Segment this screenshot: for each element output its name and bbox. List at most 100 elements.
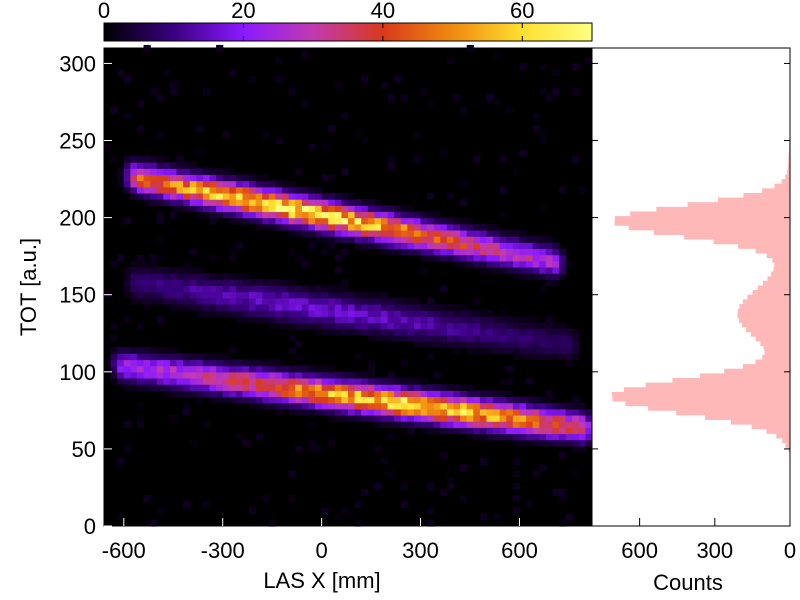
- histogram-bar: [742, 364, 790, 370]
- heatmap-cell: [117, 365, 125, 373]
- heatmap-cell: [348, 236, 356, 243]
- heatmap-cell: [328, 125, 336, 132]
- heatmap-cell: [123, 266, 131, 274]
- heatmap-cell: [400, 217, 408, 225]
- heatmap-cell: [532, 353, 540, 361]
- heatmap-cell: [242, 396, 250, 404]
- heatmap-cell: [301, 260, 310, 268]
- heatmap-cell: [169, 180, 178, 188]
- heatmap-cell: [334, 396, 342, 404]
- heatmap-cell: [288, 199, 296, 206]
- heatmap-cell: [493, 100, 501, 108]
- heatmap-cell: [499, 427, 507, 435]
- heatmap-cell: [512, 254, 521, 262]
- heatmap-cell: [209, 353, 217, 361]
- heatmap-cell: [506, 427, 514, 435]
- heatmap-cell: [130, 155, 138, 163]
- heatmap-cell: [460, 334, 468, 342]
- heatmap-cell: [519, 273, 527, 280]
- heatmap-cell: [249, 180, 257, 188]
- heatmap-cell: [334, 322, 342, 330]
- heatmap-cell: [367, 396, 375, 404]
- heatmap-cell: [453, 229, 461, 237]
- heatmap-cell: [354, 402, 362, 410]
- heatmap-cell: [433, 427, 441, 435]
- heatmap-cell: [156, 162, 164, 169]
- heatmap-cell: [387, 408, 395, 416]
- heatmap-cell: [446, 229, 455, 237]
- heatmap-cell: [413, 248, 422, 256]
- heatmap-cell: [235, 285, 244, 293]
- heatmap-cell: [321, 310, 329, 317]
- heatmap-cell: [394, 322, 402, 330]
- heatmap-cell: [143, 347, 151, 354]
- heatmap-cell: [169, 365, 178, 373]
- heatmap-cell: [189, 384, 197, 391]
- heatmap-cell: [367, 223, 375, 231]
- heatmap-cell: [209, 390, 217, 398]
- heatmap-cell: [268, 396, 277, 404]
- heatmap-cell: [209, 297, 217, 305]
- heatmap-cell: [361, 377, 369, 385]
- heatmap-cell: [288, 248, 296, 256]
- heatmap-cell: [209, 291, 217, 299]
- heatmap-cell: [479, 340, 488, 348]
- heatmap-cell: [539, 414, 547, 422]
- heatmap-cell: [499, 155, 507, 163]
- heatmap-cell: [552, 427, 560, 435]
- heatmap-cell: [380, 211, 389, 219]
- heatmap-cell: [499, 211, 507, 219]
- heatmap-cell: [169, 266, 178, 274]
- heatmap-cell: [117, 174, 125, 182]
- heatmap-cell: [440, 310, 448, 317]
- heatmap-cell: [242, 279, 250, 287]
- heatmap-cell: [519, 316, 527, 324]
- heatmap-cell: [526, 421, 534, 428]
- heatmap-cell: [156, 347, 164, 354]
- heatmap-cell: [578, 186, 586, 194]
- heatmap-cell: [361, 371, 369, 379]
- heatmap-cell: [387, 433, 395, 441]
- heatmap-x-tick-label: 300: [402, 538, 439, 563]
- heatmap-cell: [321, 408, 329, 416]
- heatmap-cell: [216, 384, 224, 391]
- heatmap-cell: [196, 303, 204, 311]
- heatmap-cell: [196, 168, 204, 176]
- heatmap-cell: [196, 199, 204, 206]
- heatmap-cell: [268, 217, 277, 225]
- heatmap-cell: [361, 408, 369, 416]
- heatmap-cell: [183, 377, 191, 385]
- heatmap-cell: [341, 408, 349, 416]
- heatmap-cell: [433, 414, 441, 422]
- heatmap-cell: [275, 396, 283, 404]
- heatmap-cell: [361, 217, 369, 225]
- heatmap-cell: [413, 377, 422, 385]
- heatmap-cell: [473, 229, 481, 237]
- heatmap-cell: [143, 359, 151, 367]
- heatmap-cell: [189, 303, 197, 311]
- heatmap-cell: [361, 137, 369, 145]
- heatmap-cell: [380, 223, 389, 231]
- heatmap-cell: [512, 316, 521, 324]
- heatmap-cell: [183, 390, 191, 398]
- heatmap-cell: [453, 402, 461, 410]
- heatmap-cell: [183, 501, 191, 509]
- heatmap-cell: [545, 439, 554, 447]
- heatmap-cell: [183, 199, 191, 206]
- heatmap-cell: [506, 390, 514, 398]
- heatmap-cell: [413, 316, 422, 324]
- heatmap-cell: [394, 217, 402, 225]
- heatmap-cell: [110, 334, 118, 342]
- heatmap-cell: [479, 223, 488, 231]
- heatmap-cell: [117, 377, 125, 385]
- heatmap-cell: [282, 180, 290, 188]
- heatmap-cell: [341, 285, 349, 293]
- heatmap-cell: [585, 57, 593, 65]
- heatmap-cell: [512, 266, 521, 274]
- heatmap-cell: [440, 236, 448, 243]
- heatmap-cell: [427, 390, 435, 398]
- heatmap-cell: [268, 402, 277, 410]
- heatmap-cell: [499, 347, 507, 354]
- heatmap-cell: [559, 328, 567, 336]
- heatmap-cell: [150, 519, 158, 527]
